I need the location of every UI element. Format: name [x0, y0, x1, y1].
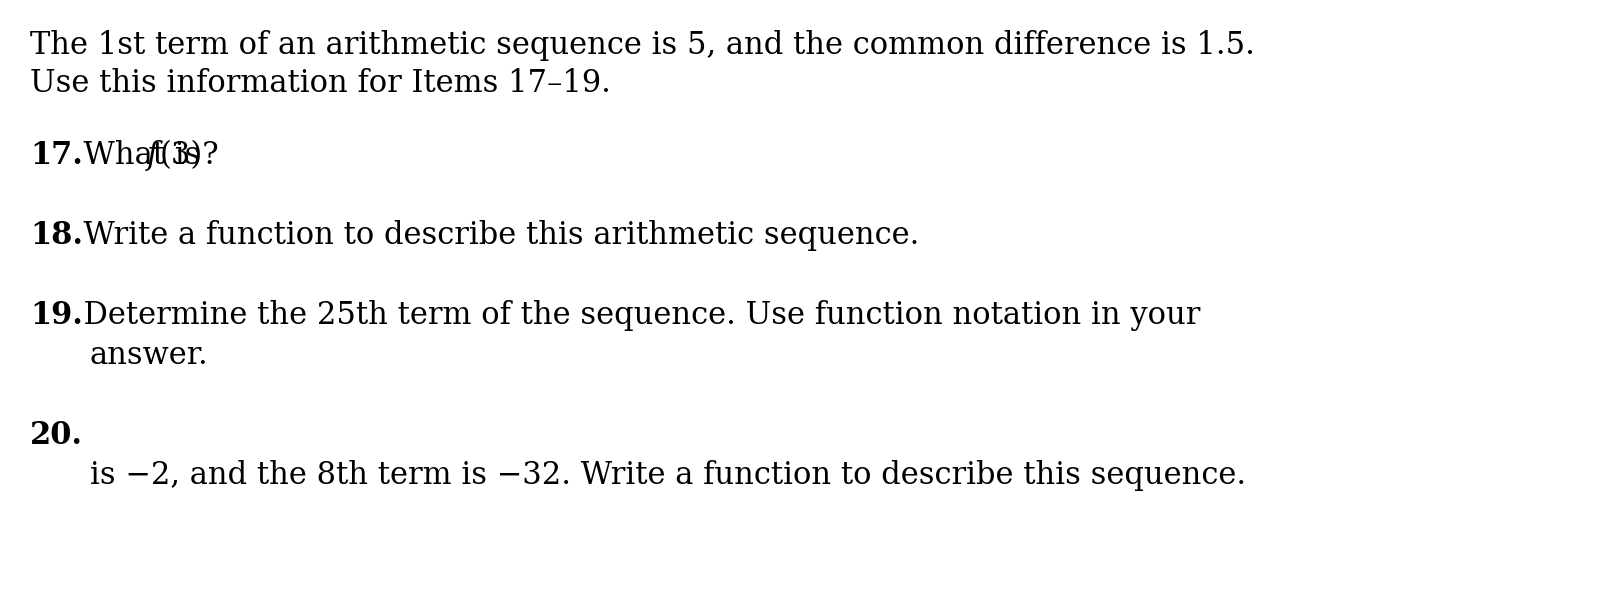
- Text: 18.: 18.: [31, 220, 84, 251]
- Text: (3)?: (3)?: [159, 140, 219, 171]
- Text: Write a function to describe this arithmetic sequence.: Write a function to describe this arithm…: [64, 220, 919, 251]
- Text: answer.: answer.: [90, 340, 209, 371]
- Text: Use this information for Items 17–19.: Use this information for Items 17–19.: [31, 68, 611, 99]
- Text: What is: What is: [64, 140, 209, 171]
- Text: 19.: 19.: [31, 300, 84, 331]
- Text: 20.: 20.: [31, 420, 84, 451]
- Text: Determine the 25th term of the sequence. Use function notation in your: Determine the 25th term of the sequence.…: [64, 300, 1200, 331]
- Text: 17.: 17.: [31, 140, 84, 171]
- Text: f: f: [146, 140, 158, 171]
- Text: The 1st term of an arithmetic sequence is 5, and the common difference is 1.5.: The 1st term of an arithmetic sequence i…: [31, 30, 1255, 61]
- Text: is −2, and the 8th term is −32. Write a function to describe this sequence.: is −2, and the 8th term is −32. Write a …: [90, 460, 1245, 491]
